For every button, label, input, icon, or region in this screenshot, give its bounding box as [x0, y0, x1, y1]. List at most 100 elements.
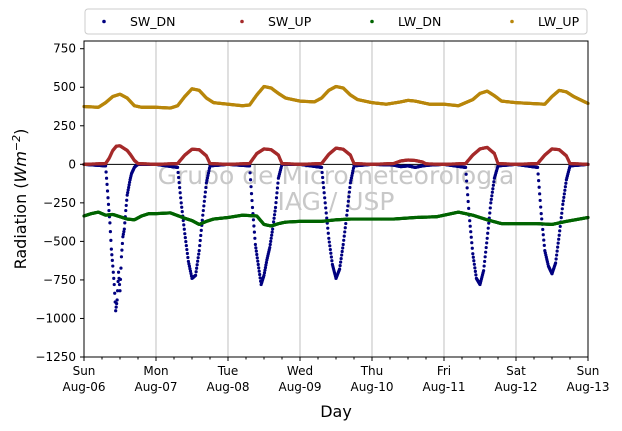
data-point [348, 185, 352, 190]
data-point [321, 175, 325, 180]
y-tick-label: 500 [53, 80, 76, 94]
data-point [474, 273, 478, 277]
data-point [182, 223, 186, 227]
data-point [346, 199, 350, 203]
data-point [183, 236, 187, 240]
x-tick-label-day: Sat [506, 364, 526, 378]
data-point [106, 196, 110, 200]
data-point [486, 231, 490, 235]
data-point [541, 233, 545, 237]
data-point [351, 166, 356, 170]
data-point [118, 289, 122, 293]
data-point [274, 200, 278, 205]
data-point [472, 262, 476, 266]
x-axis-title: Day [320, 402, 352, 421]
data-point [105, 189, 110, 193]
x-tick-label-date: Aug-10 [350, 380, 393, 394]
data-point [199, 233, 203, 238]
data-point [466, 193, 470, 197]
data-point [347, 195, 351, 199]
data-point [194, 273, 198, 277]
data-point [205, 178, 209, 182]
y-tick-label: 0 [68, 157, 76, 171]
data-point [488, 211, 492, 215]
data-point [320, 170, 324, 175]
data-point [536, 165, 540, 169]
data-point [328, 244, 332, 248]
data-point [329, 255, 333, 259]
data-point [249, 185, 253, 189]
data-point [340, 253, 344, 257]
data-point [484, 245, 488, 250]
data-point [111, 264, 115, 268]
data-point [115, 298, 119, 302]
data-point [272, 220, 276, 224]
data-point [263, 268, 267, 272]
data-point [468, 224, 472, 228]
data-point [178, 186, 182, 190]
data-point [464, 172, 468, 176]
data-point [178, 191, 182, 195]
data-point [536, 172, 540, 176]
data-point [490, 194, 494, 198]
data-point [351, 169, 355, 173]
data-point [121, 235, 125, 239]
legend-marker [370, 19, 374, 24]
data-point [271, 227, 275, 231]
data-point [253, 236, 257, 240]
data-point [256, 259, 260, 263]
data-point [197, 249, 201, 253]
data-point [250, 205, 255, 210]
y-axis-title-unit: Wm [11, 151, 30, 182]
y-tick-label: −250 [43, 196, 76, 210]
y-axis-title-prefix: Radiation ( [11, 182, 30, 269]
data-point [561, 202, 565, 206]
legend-label: LW_UP [538, 14, 580, 29]
data-point [269, 239, 273, 243]
data-point [273, 209, 277, 213]
data-point [344, 221, 348, 226]
data-point [125, 198, 129, 202]
data-point [251, 218, 256, 222]
data-point [196, 256, 200, 260]
data-point [562, 192, 566, 196]
data-point [542, 238, 546, 242]
data-point [539, 212, 543, 216]
data-point [489, 197, 493, 201]
data-point [338, 264, 342, 268]
data-point [199, 228, 203, 232]
data-point [483, 255, 487, 259]
data-point [258, 276, 262, 280]
x-tick-label-date: Aug-09 [278, 380, 321, 394]
data-point [177, 175, 181, 180]
data-point [124, 203, 128, 208]
legend: SW_DN SW_UP LW_DN LW_UP [84, 8, 588, 35]
data-point [338, 267, 342, 271]
data-point [324, 206, 328, 210]
data-point [472, 259, 476, 263]
data-point [203, 195, 207, 199]
data-point [339, 260, 343, 264]
data-point [327, 240, 331, 244]
data-point [108, 230, 112, 234]
data-point [490, 190, 494, 194]
data-point [342, 238, 346, 242]
grid-lines [155, 41, 517, 357]
data-point [201, 208, 205, 213]
data-point [176, 170, 180, 175]
data-point [120, 241, 124, 246]
y-axis-title-exponent: −2 [10, 135, 23, 151]
data-point [470, 246, 474, 250]
data-point [206, 173, 210, 178]
data-point [195, 263, 199, 267]
data-point [110, 258, 114, 263]
data-point [269, 236, 273, 240]
legend-marker [240, 19, 244, 24]
data-point [254, 249, 258, 253]
data-point [541, 227, 545, 232]
data-point [122, 230, 126, 234]
data-point [125, 193, 129, 197]
data-point [127, 185, 131, 190]
data-point [339, 256, 343, 261]
data-point [471, 252, 475, 256]
